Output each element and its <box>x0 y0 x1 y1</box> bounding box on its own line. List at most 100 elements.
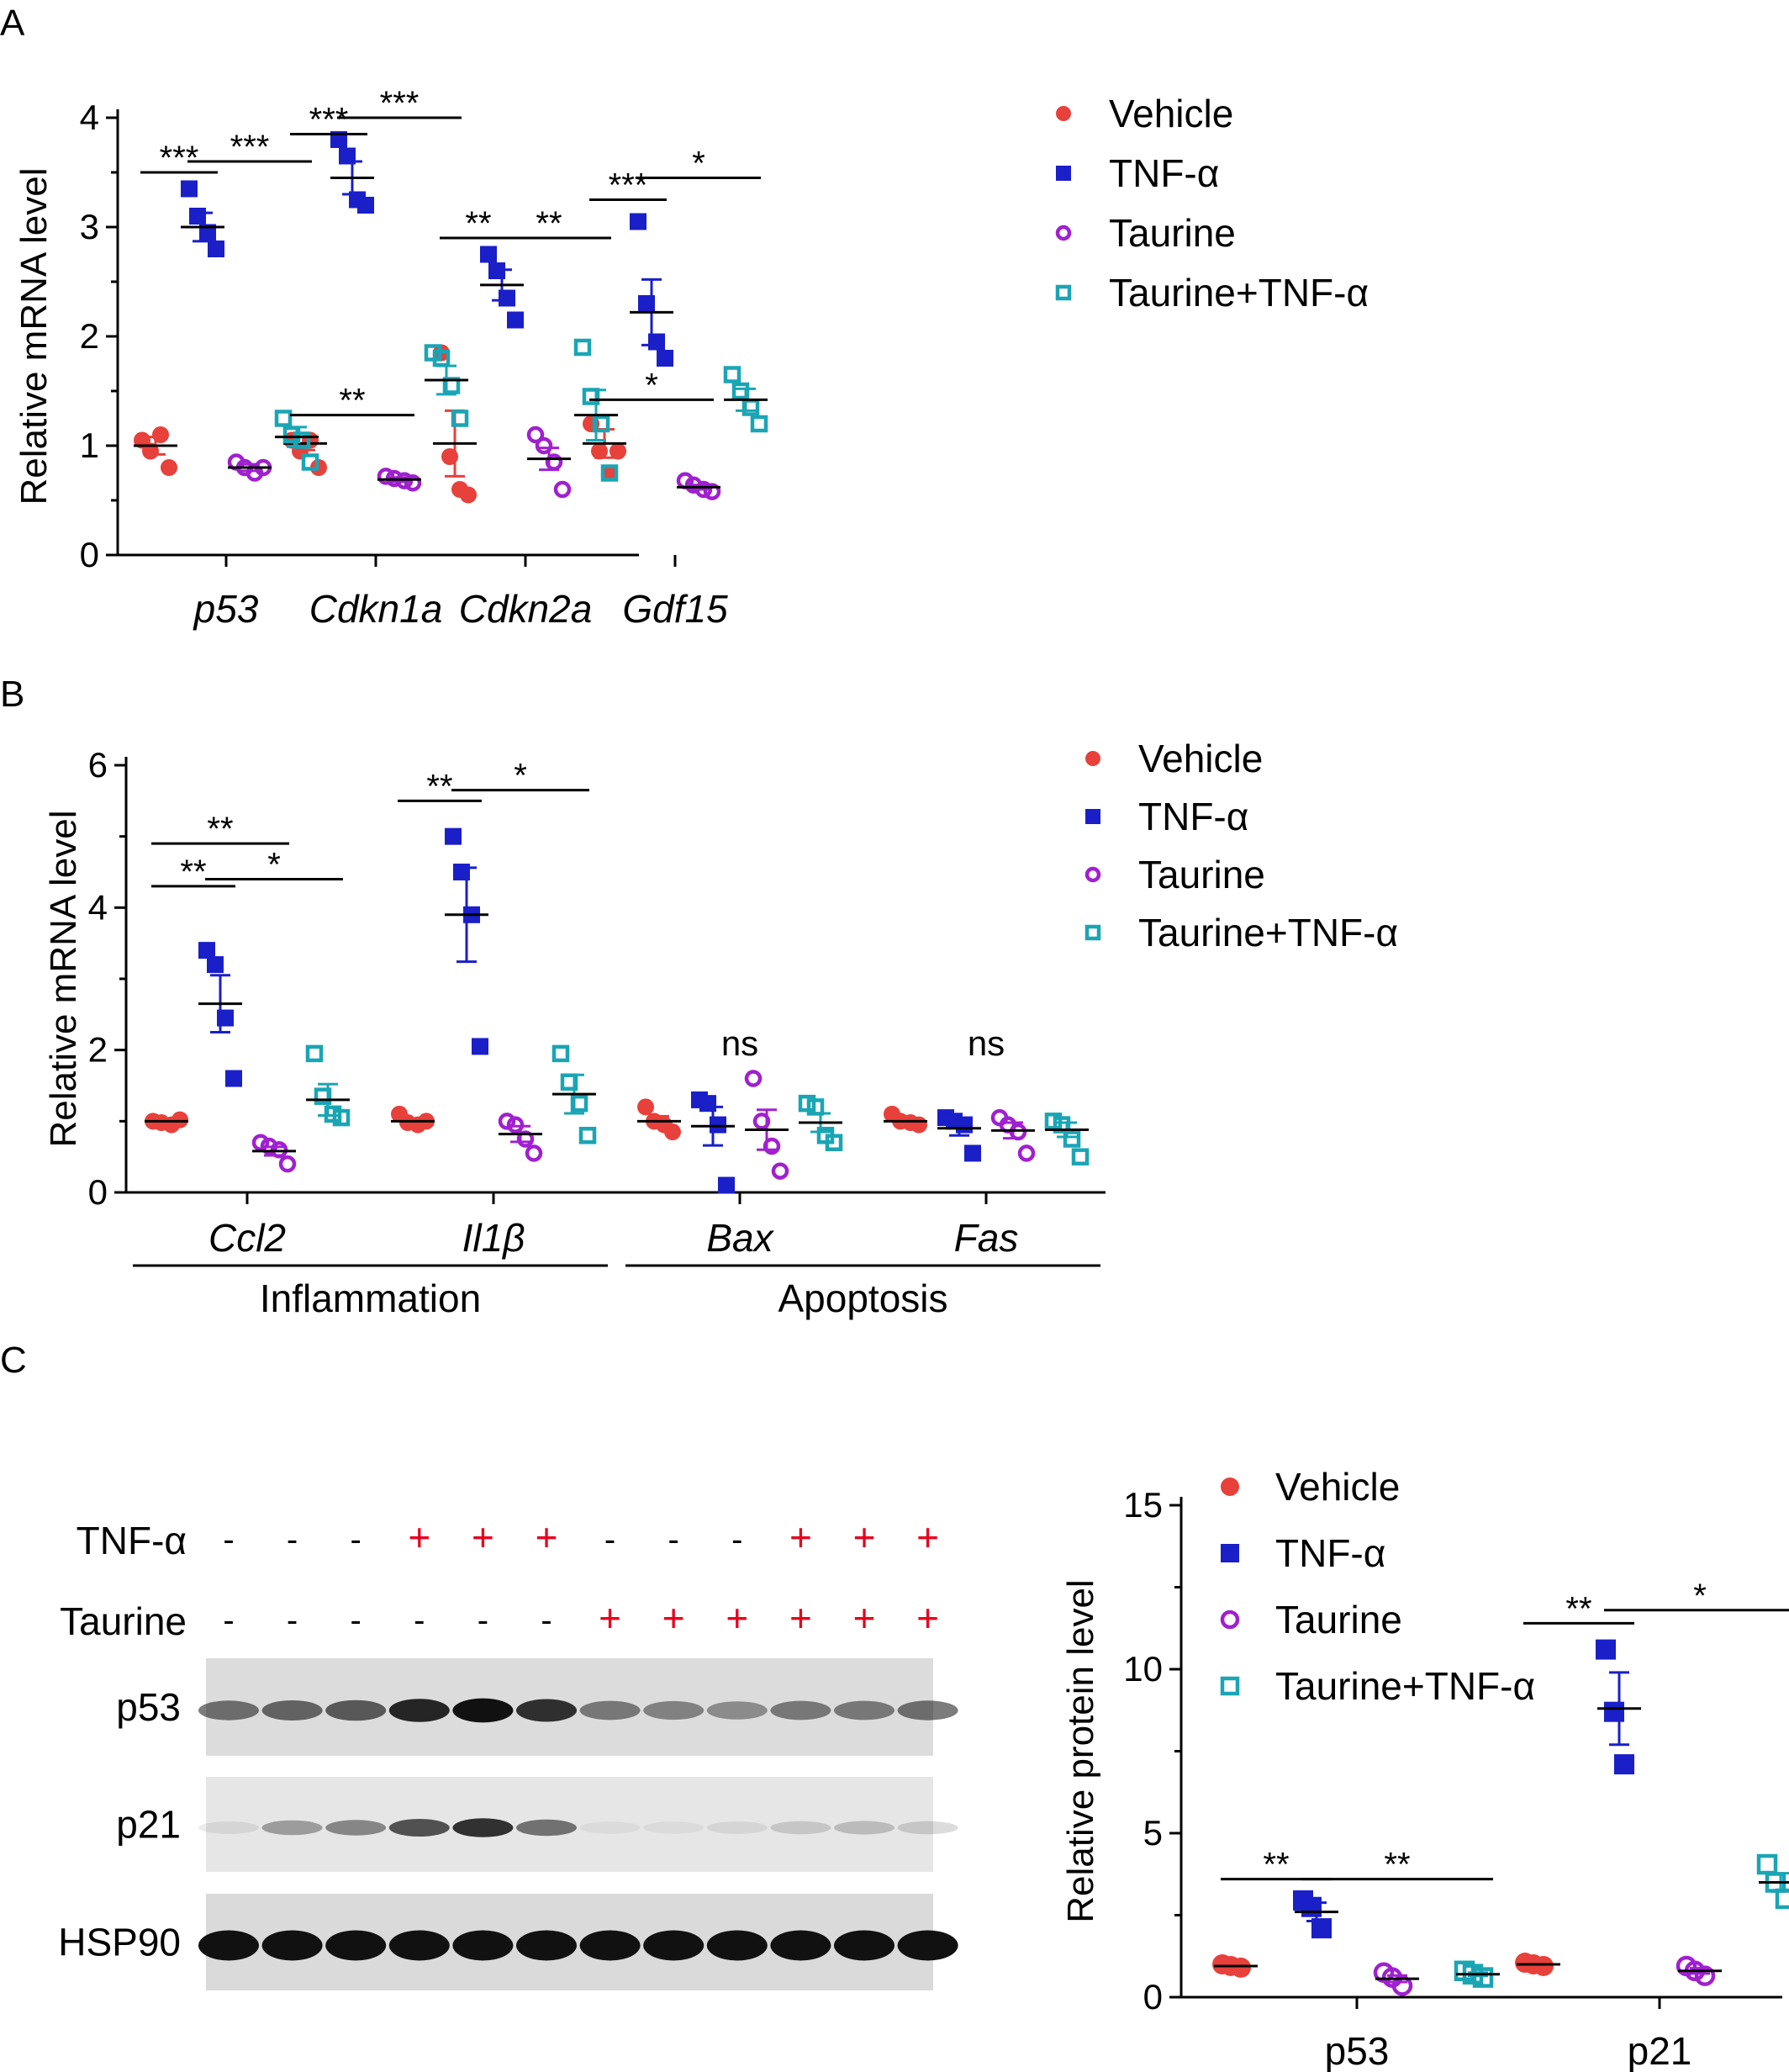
data-point-taurine <box>752 1113 771 1130</box>
data-point-tnf <box>339 147 356 165</box>
data-point-taurine-tnf <box>573 338 592 357</box>
x-category-label-fas: Fas <box>954 1216 1019 1260</box>
blot-band <box>452 1930 514 1961</box>
blot-band <box>388 1699 450 1722</box>
treatment-sign: - <box>351 1602 361 1639</box>
significance-label: *** <box>230 129 270 166</box>
data-point-tnf <box>956 1116 973 1134</box>
legend-label-taurine-tnf: Taurine+TNF-α <box>1109 271 1369 314</box>
blot-band <box>516 1699 577 1722</box>
y-tick-label: 3 <box>80 207 99 246</box>
x-category-label-cdkn2a: Cdkn2a <box>459 587 593 631</box>
legend-label-taurine-tnf: Taurine+TNF-α <box>1275 1664 1535 1708</box>
data-point-taurine-tnf <box>750 415 768 433</box>
data-point-tnf <box>630 213 646 230</box>
blot-band <box>516 1819 577 1837</box>
panel-label-a: A <box>0 3 25 44</box>
legend-marker-taurine-tnf <box>1084 924 1101 941</box>
significance-label: ** <box>1565 1590 1591 1627</box>
blot-band <box>261 1820 323 1836</box>
x-category-label-ccl2: Ccl2 <box>208 1216 286 1260</box>
legend-label-taurine: Taurine <box>1138 853 1265 896</box>
treatment-sign: + <box>853 1515 876 1559</box>
data-point-taurine-tnf <box>432 349 451 367</box>
significance-label: ** <box>207 811 233 848</box>
data-point-tnf <box>225 1070 242 1087</box>
data-point-vehicle <box>172 1111 188 1128</box>
blot-band <box>770 1930 831 1961</box>
data-point-tnf <box>189 208 206 225</box>
data-point-tnf <box>718 1176 735 1194</box>
significance-label: ** <box>536 205 562 242</box>
data-point-taurine-tnf <box>314 1087 332 1105</box>
blot-band <box>579 1930 641 1961</box>
legend-marker-vehicle <box>1221 1477 1239 1496</box>
data-point-tnf <box>1604 1701 1624 1722</box>
data-point-taurine <box>1391 1975 1413 1996</box>
blot-band <box>388 1930 450 1961</box>
data-point-taurine <box>516 1130 535 1148</box>
treatment-label-taurine: Taurine <box>60 1599 187 1643</box>
significance-label: *** <box>609 167 648 204</box>
blot-band <box>643 1700 705 1720</box>
data-point-taurine-tnf <box>1756 1853 1778 1875</box>
data-point-taurine <box>251 1134 270 1151</box>
panel-label-c: C <box>0 1340 27 1381</box>
legend-label-tnf: TNF-α <box>1109 151 1219 195</box>
blot-band <box>897 1700 958 1720</box>
significance-label: ** <box>426 768 452 805</box>
data-point-tnf <box>207 956 224 974</box>
legend-marker-taurine-tnf <box>1055 284 1072 301</box>
x-category-label-p53: p53 <box>1325 2029 1390 2072</box>
data-point-taurine-tnf <box>578 1127 597 1144</box>
blot-row-label-p53: p53 <box>116 1685 181 1729</box>
treatment-sign: - <box>414 1602 425 1639</box>
data-point-vehicle <box>610 442 626 460</box>
treatment-sign: - <box>478 1602 488 1639</box>
treatment-sign: + <box>662 1596 685 1640</box>
ns-label: ns <box>721 1023 758 1063</box>
treatment-sign: - <box>351 1521 361 1558</box>
data-point-taurine <box>553 480 572 499</box>
y-tick-label: 15 <box>1123 1485 1163 1525</box>
data-point-taurine <box>763 1137 781 1155</box>
legend-label-taurine: Taurine <box>1275 1598 1402 1641</box>
data-point-tnf <box>445 827 462 845</box>
data-point-taurine-tnf <box>274 410 293 427</box>
blot-row-label-p21: p21 <box>116 1803 181 1847</box>
treatment-sign: - <box>731 1521 742 1558</box>
blot-band <box>706 1701 768 1720</box>
blot-band <box>643 1930 705 1961</box>
data-point-tnf <box>208 240 224 257</box>
treatment-sign: - <box>223 1521 234 1558</box>
x-category-label-bax: Bax <box>706 1216 774 1260</box>
data-point-tnf <box>699 1095 716 1113</box>
data-point-taurine <box>270 1140 288 1159</box>
y-tick-label: 0 <box>1143 1977 1163 2016</box>
blot-band <box>706 1821 768 1834</box>
treatment-sign: - <box>541 1602 551 1639</box>
data-point-tnf <box>488 262 505 279</box>
data-point-vehicle <box>460 486 477 504</box>
data-point-tnf <box>499 289 515 307</box>
data-point-taurine-tnf <box>305 1044 324 1063</box>
data-point-taurine-tnf <box>723 366 741 383</box>
treatment-sign: - <box>668 1521 679 1558</box>
treatment-sign: + <box>916 1515 939 1559</box>
data-point-vehicle <box>161 459 177 476</box>
data-point-tnf <box>1596 1639 1616 1660</box>
legend-marker-tnf <box>1056 166 1071 181</box>
data-point-taurine <box>506 1116 525 1134</box>
data-point-tnf <box>480 246 497 263</box>
blot-band <box>579 1700 641 1720</box>
data-point-taurine-tnf <box>592 415 610 433</box>
significance-label: * <box>1693 1578 1707 1615</box>
significance-label: ** <box>180 854 206 891</box>
data-point-taurine <box>771 1162 789 1180</box>
treatment-sign: + <box>789 1515 812 1559</box>
data-point-taurine <box>694 480 713 499</box>
blot-band <box>388 1819 450 1837</box>
data-point-tnf <box>472 1038 488 1055</box>
